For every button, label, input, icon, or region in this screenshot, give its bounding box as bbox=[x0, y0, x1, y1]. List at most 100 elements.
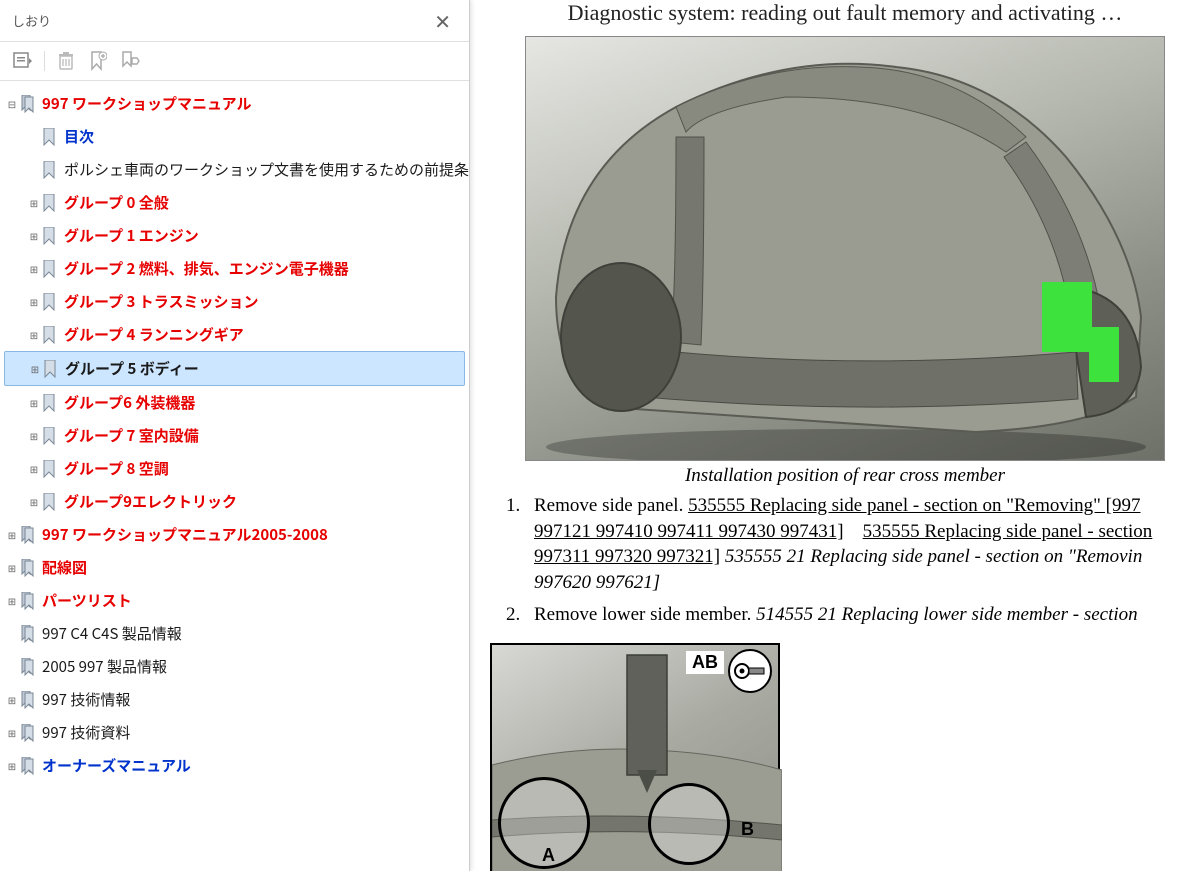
bookmark-item[interactable]: 目次 bbox=[4, 120, 465, 153]
options-icon[interactable] bbox=[12, 50, 34, 72]
bookmark-label: グループ9エレクトリック bbox=[64, 488, 237, 515]
cross-ref-link[interactable]: 535555 Replacing side panel - section bbox=[863, 521, 1153, 542]
bookmark-item[interactable]: ⊟ 997 ワークショップマニュアル bbox=[4, 87, 465, 120]
bookmark-item[interactable]: ⊞ 997 技術情報 bbox=[4, 683, 465, 716]
bookmark-label: 997 技術情報 bbox=[42, 686, 130, 713]
figure-caption: Installation position of rear cross memb… bbox=[490, 465, 1200, 487]
bookmark-item[interactable]: ⊞ グループ 4 ランニングギア bbox=[4, 318, 465, 351]
expand-icon[interactable]: ⊞ bbox=[28, 394, 40, 412]
procedure-step: 2. Remove lower side member. 514555 21 R… bbox=[506, 602, 1200, 628]
bookmark-label: グループ 0 全般 bbox=[64, 189, 169, 216]
bookmark-label: ポルシェ車両のワークショップ文書を使用するための前提条件 bbox=[64, 156, 469, 183]
bookmark-item[interactable]: ⊞オーナーズマニュアル bbox=[4, 749, 465, 782]
step-body: Remove lower side member. 514555 21 Repl… bbox=[534, 602, 1200, 628]
bookmark-label: グループ 3 トラスミッション bbox=[64, 288, 258, 315]
bookmark-icon bbox=[42, 128, 58, 146]
bookmark-item[interactable]: ⊞ グループ 8 空調 bbox=[4, 452, 465, 485]
cross-ref-link[interactable]: 997311 997320 997321] bbox=[534, 546, 720, 567]
expand-icon[interactable]: ⊞ bbox=[28, 427, 40, 445]
bookmark-tree[interactable]: ⊟ 997 ワークショップマニュアル目次ポルシェ車両のワークショップ文書を使用する… bbox=[0, 81, 469, 871]
bookmark-item[interactable]: ⊞ グループ 3 トラスミッション bbox=[4, 285, 465, 318]
expand-icon[interactable]: ⊞ bbox=[6, 592, 18, 610]
bookmark-item[interactable]: 997 C4 C4S 製品情報 bbox=[4, 617, 465, 650]
bookmark-icon bbox=[42, 427, 58, 445]
expand-icon[interactable]: ⊞ bbox=[28, 260, 40, 278]
bookmark-icon bbox=[20, 592, 36, 610]
bookmark-label: 997 ワークショップマニュアル2005-2008 bbox=[42, 521, 328, 548]
new-bookmark-icon[interactable] bbox=[87, 50, 109, 72]
bookmark-item[interactable]: ⊞グループ6 外装機器 bbox=[4, 386, 465, 419]
bookmark-label: 997 ワークショップマニュアル bbox=[42, 90, 252, 117]
bookmark-item[interactable]: ⊞ 997 ワークショップマニュアル2005-2008 bbox=[4, 518, 465, 551]
bookmark-item[interactable]: ⊞ 配線図 bbox=[4, 551, 465, 584]
tool-icon bbox=[728, 649, 772, 693]
step-number: 2. bbox=[506, 602, 534, 628]
expand-icon[interactable]: ⊞ bbox=[28, 227, 40, 245]
bookmark-icon bbox=[20, 526, 36, 544]
step-italic: 514555 21 Replacing lower side member - … bbox=[756, 604, 1138, 625]
sidebar-toolbar bbox=[0, 42, 469, 81]
bookmark-icon bbox=[42, 394, 58, 412]
bookmark-label: 配線図 bbox=[42, 554, 87, 581]
figure-detail: AB A B bbox=[490, 643, 780, 871]
expand-icon[interactable]: ⊞ bbox=[6, 559, 18, 577]
bookmark-item[interactable]: ポルシェ車両のワークショップ文書を使用するための前提条件 bbox=[4, 153, 465, 186]
bookmark-icon bbox=[42, 194, 58, 212]
expand-icon[interactable]: ⊞ bbox=[29, 360, 41, 378]
bookmark-icon bbox=[42, 227, 58, 245]
expand-icon[interactable]: ⊞ bbox=[28, 194, 40, 212]
callout-label: B bbox=[735, 818, 760, 841]
expand-icon[interactable]: ⊞ bbox=[28, 293, 40, 311]
expand-icon[interactable]: ⊞ bbox=[28, 326, 40, 344]
bookmark-icon bbox=[43, 360, 59, 378]
bookmark-item[interactable]: ⊞ 997 技術資料 bbox=[4, 716, 465, 749]
bookmark-item[interactable]: ⊞ グループ 2 燃料、排気、エンジン電子機器 bbox=[4, 252, 465, 285]
bookmark-item[interactable]: ⊞ パーツリスト bbox=[4, 584, 465, 617]
bookmark-label: 997 技術資料 bbox=[42, 719, 130, 746]
callout-label: AB bbox=[686, 651, 724, 674]
bookmark-item[interactable]: ⊞グループ 1 エンジン bbox=[4, 219, 465, 252]
bookmark-icon bbox=[20, 95, 36, 113]
step-number: 1. bbox=[506, 493, 534, 596]
bookmark-item[interactable]: ⊞ グループ 0 全般 bbox=[4, 186, 465, 219]
toolbar-separator bbox=[44, 51, 45, 71]
bookmark-label: 2005 997 製品情報 bbox=[42, 653, 167, 680]
expand-icon[interactable]: ⊞ bbox=[6, 691, 18, 709]
bookmark-label: グループ 2 燃料、排気、エンジン電子機器 bbox=[64, 255, 349, 282]
cross-ref-link[interactable]: 997121 997410 997411 997430 997431] bbox=[534, 521, 844, 542]
expand-icon[interactable]: ⊞ bbox=[6, 724, 18, 742]
expand-icon[interactable]: ⊞ bbox=[6, 757, 18, 775]
bookmark-label: グループ 4 ランニングギア bbox=[64, 321, 244, 348]
bookmark-item[interactable]: ⊞ グループ 5 ボディー bbox=[4, 351, 465, 386]
expand-icon[interactable]: ⊞ bbox=[28, 460, 40, 478]
step-italic: 535555 21 Replacing side panel - section… bbox=[725, 546, 1142, 567]
bookmark-icon bbox=[20, 757, 36, 775]
bookmark-icon bbox=[42, 460, 58, 478]
bookmark-label: 目次 bbox=[64, 123, 94, 150]
bookmark-label: グループ 5 ボディー bbox=[65, 355, 199, 382]
close-sidebar-button[interactable]: ✕ bbox=[428, 6, 457, 35]
sidebar-title: しおり bbox=[12, 11, 51, 30]
bookmark-icon bbox=[42, 260, 58, 278]
document-pane[interactable]: Diagnostic system: reading out fault mem… bbox=[470, 0, 1200, 871]
bookmark-label: パーツリスト bbox=[42, 587, 132, 614]
bookmark-icon bbox=[42, 161, 58, 179]
bookmark-label: グループ 8 空調 bbox=[64, 455, 169, 482]
procedure-list: 1. Remove side panel. 535555 Replacing s… bbox=[490, 493, 1200, 627]
bookmark-item[interactable]: 2005 997 製品情報 bbox=[4, 650, 465, 683]
bookmark-icon bbox=[42, 293, 58, 311]
bookmark-icon bbox=[42, 493, 58, 511]
procedure-step: 1. Remove side panel. 535555 Replacing s… bbox=[506, 493, 1200, 596]
collapse-icon[interactable]: ⊟ bbox=[6, 95, 18, 113]
delete-icon[interactable] bbox=[55, 50, 77, 72]
tag-bookmark-icon[interactable] bbox=[119, 50, 141, 72]
bookmark-icon bbox=[42, 326, 58, 344]
bookmark-icon bbox=[20, 625, 36, 643]
bookmark-item[interactable]: ⊞ グループ 7 室内設備 bbox=[4, 419, 465, 452]
expand-icon[interactable]: ⊞ bbox=[28, 493, 40, 511]
cross-ref-link[interactable]: 535555 Replacing side panel - section on… bbox=[688, 495, 1140, 516]
bookmark-label: グループ 7 室内設備 bbox=[64, 422, 199, 449]
detail-lens bbox=[648, 783, 730, 865]
expand-icon[interactable]: ⊞ bbox=[6, 526, 18, 544]
bookmark-item[interactable]: ⊞ グループ9エレクトリック bbox=[4, 485, 465, 518]
